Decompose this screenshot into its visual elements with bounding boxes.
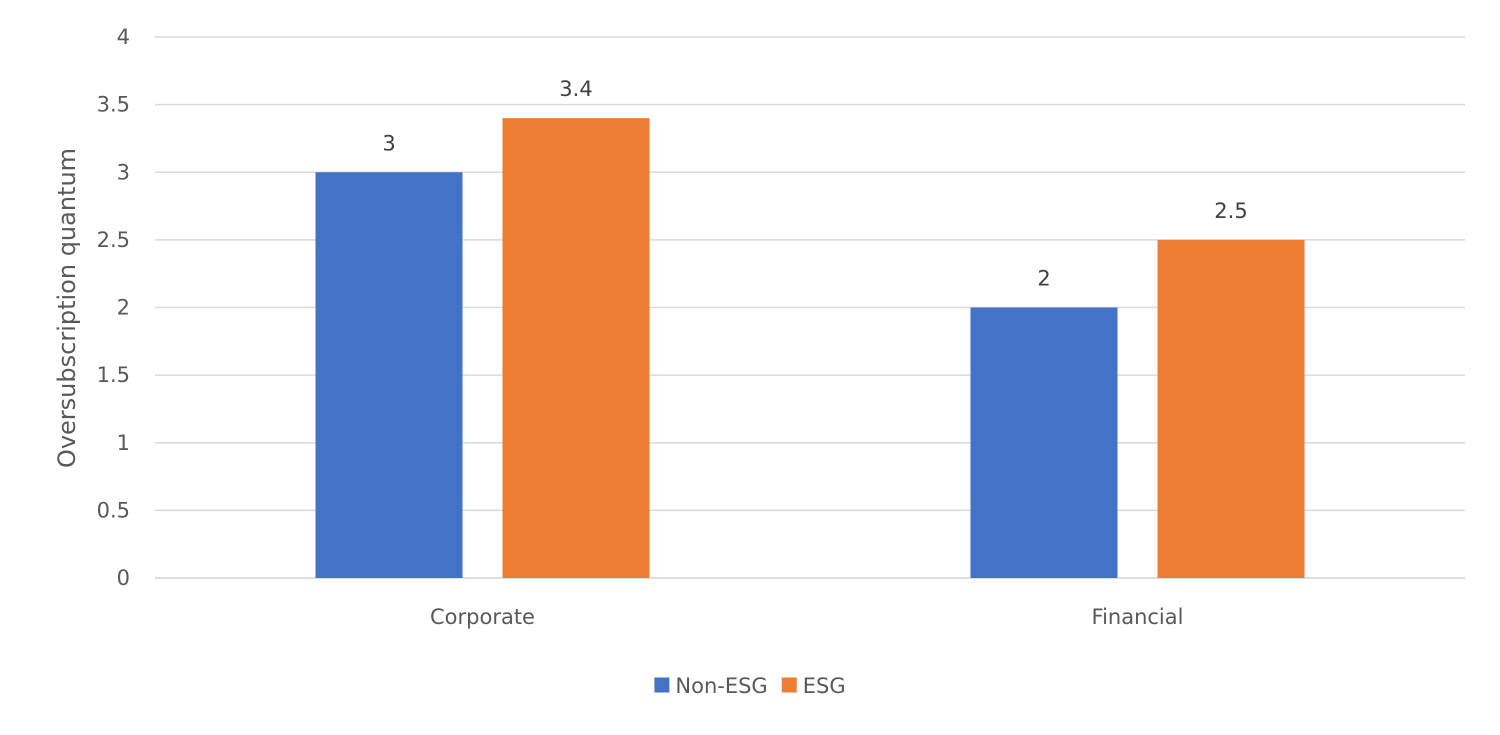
- y-tick-label: 4: [117, 25, 130, 49]
- y-tick-label: 3: [117, 160, 130, 184]
- legend-swatch: [781, 677, 797, 693]
- x-category-label: Corporate: [430, 605, 535, 629]
- x-axis-categories: Corporate Financial: [430, 605, 1183, 629]
- legend-swatch: [654, 677, 670, 693]
- y-tick-label: 0.5: [97, 498, 130, 522]
- bar-esg-corporate: [502, 118, 650, 579]
- bars: [315, 118, 1305, 579]
- data-label: 2.5: [1214, 199, 1247, 223]
- data-label: 3: [382, 131, 395, 155]
- y-tick-label: 0: [117, 566, 130, 590]
- legend: Non-ESG ESG: [654, 674, 846, 698]
- y-tick-label: 1: [117, 431, 130, 455]
- x-category-label: Financial: [1092, 605, 1184, 629]
- data-label: 2: [1037, 267, 1050, 291]
- y-tick-label: 1.5: [97, 363, 130, 387]
- y-tick-label: 3.5: [97, 93, 130, 117]
- data-label: 3.4: [559, 77, 592, 101]
- y-axis-title: Oversubscription quantum: [53, 148, 81, 468]
- y-axis-ticks: 0 0.5 1 1.5 2 2.5 3 3.5 4: [97, 25, 130, 590]
- bar-non-esg-financial: [970, 307, 1118, 578]
- y-tick-label: 2: [117, 296, 130, 320]
- data-labels: 3 3.4 2 2.5: [382, 77, 1247, 290]
- bar-esg-financial: [1157, 239, 1305, 578]
- legend-label: Non-ESG: [675, 674, 767, 698]
- bar-non-esg-corporate: [315, 172, 463, 578]
- y-tick-label: 2.5: [97, 228, 130, 252]
- legend-label: ESG: [803, 674, 846, 698]
